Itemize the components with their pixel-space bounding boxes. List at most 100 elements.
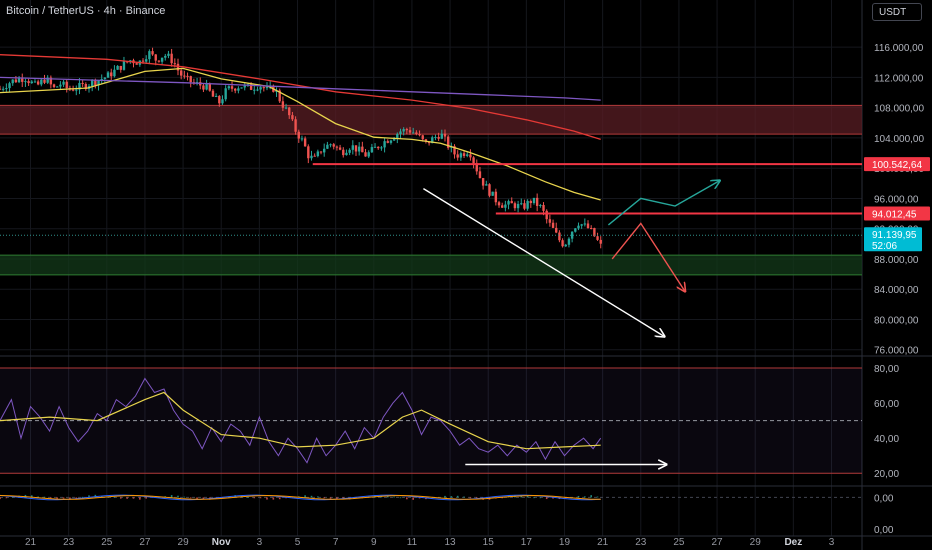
macd-bar <box>584 496 586 498</box>
time-axis-label: 11 <box>407 537 418 548</box>
macd-bar <box>590 495 592 498</box>
candle-body <box>164 55 167 58</box>
candle-body <box>551 222 555 228</box>
macd-bar <box>170 495 173 498</box>
macd-bar <box>450 496 453 498</box>
price-axis-label: 104.000,00 <box>874 134 924 145</box>
candle-body <box>456 154 459 158</box>
candle-body <box>412 132 415 134</box>
rsi-axis-label: 40,00 <box>874 434 899 445</box>
currency-button[interactable]: USDT <box>872 3 922 21</box>
macd-bar <box>145 497 148 499</box>
candle-body <box>189 76 192 83</box>
candle-body <box>434 136 437 138</box>
candle-body <box>21 78 24 82</box>
candle-body <box>535 197 539 206</box>
macd-bar <box>278 497 281 500</box>
ma_short-line <box>0 67 601 201</box>
candle-body <box>421 135 424 140</box>
current-price-label: 91.139,95 <box>872 230 917 241</box>
macd-bar <box>107 496 109 498</box>
macd-bar <box>533 497 535 499</box>
candle-body <box>291 115 294 120</box>
candle-body <box>160 57 164 62</box>
candle-body <box>97 80 100 86</box>
candle-body <box>14 79 18 83</box>
candle-body <box>75 89 78 91</box>
candle-body <box>555 227 558 233</box>
macd-bar <box>81 496 84 498</box>
candle-body <box>491 191 494 196</box>
macd-bar <box>329 497 332 499</box>
candle-body <box>345 152 348 156</box>
price-axis-label: 84.000,00 <box>874 285 919 296</box>
macd-bar <box>463 496 465 498</box>
macd-bar <box>100 496 103 498</box>
macd-bar <box>221 497 224 499</box>
candle-body <box>364 152 367 157</box>
candle-body <box>348 149 351 153</box>
time-axis-label: 27 <box>711 537 723 548</box>
candle-body <box>513 203 517 209</box>
candle-body <box>59 84 62 87</box>
candle-body <box>62 81 65 85</box>
macd-bar <box>412 497 415 500</box>
macd-bar <box>126 497 128 499</box>
candle-body <box>494 191 498 203</box>
rsi-ma-line <box>0 391 601 450</box>
candle-body <box>596 236 599 240</box>
macd-bar <box>196 497 198 499</box>
candle-body <box>265 87 269 89</box>
symbol-title[interactable]: Bitcoin / TetherUS · 4h · Binance <box>6 5 166 17</box>
macd-bar <box>202 497 205 500</box>
macd-bar <box>399 497 402 499</box>
candle-body <box>529 201 533 204</box>
candle-body <box>488 184 491 196</box>
level-price-tag <box>864 157 930 172</box>
macd-bar <box>526 495 529 498</box>
macd-bar <box>596 496 599 498</box>
candle-body <box>332 144 335 147</box>
rsi-axis-label: 60,00 <box>874 399 899 410</box>
macd-axis-label: 0,00 <box>874 525 894 536</box>
candle-body <box>329 144 332 146</box>
candle-body <box>224 88 227 100</box>
macd-bar <box>475 497 478 499</box>
level-price-label: 100.542,64 <box>872 160 922 171</box>
candle-body <box>151 51 154 55</box>
candle-body <box>599 239 602 244</box>
candle-body <box>148 51 151 60</box>
candle-body <box>564 244 567 247</box>
macd-bar <box>323 497 326 499</box>
candle-body <box>11 79 14 84</box>
candle-body <box>392 138 396 141</box>
drawings[interactable] <box>423 181 719 336</box>
candle-body <box>253 89 256 91</box>
candle-body <box>466 154 469 156</box>
candle-body <box>373 146 377 148</box>
candle-body <box>218 96 221 104</box>
current-price-tag <box>864 227 922 252</box>
candle-body <box>548 219 552 223</box>
time-axis-label: Nov <box>212 537 231 548</box>
candle-body <box>262 87 266 89</box>
time-axis[interactable]: 21 23 25 27 29 Nov 3 5 7 9 11 13 15 17 19 21 23 25 27 29 Dez… <box>25 537 835 548</box>
candle-body <box>335 146 339 148</box>
candle-body <box>40 79 43 85</box>
candle-body <box>176 63 180 71</box>
candle-body <box>234 88 237 91</box>
candle-body <box>396 134 399 139</box>
macd-bar <box>456 495 459 498</box>
time-axis-label: 25 <box>673 537 685 548</box>
macd-bar <box>406 497 408 500</box>
rsi-pane <box>0 367 862 474</box>
candle-body <box>504 204 507 208</box>
candle-body <box>316 151 320 157</box>
candle-body <box>179 70 183 76</box>
macd-bar <box>189 497 192 499</box>
macd-bar <box>577 495 580 498</box>
candle-body <box>561 240 564 247</box>
candle-body <box>342 149 345 156</box>
price-axis[interactable]: 116.000,00 112.000,00 108.000,00 104.000,00… <box>864 43 930 536</box>
